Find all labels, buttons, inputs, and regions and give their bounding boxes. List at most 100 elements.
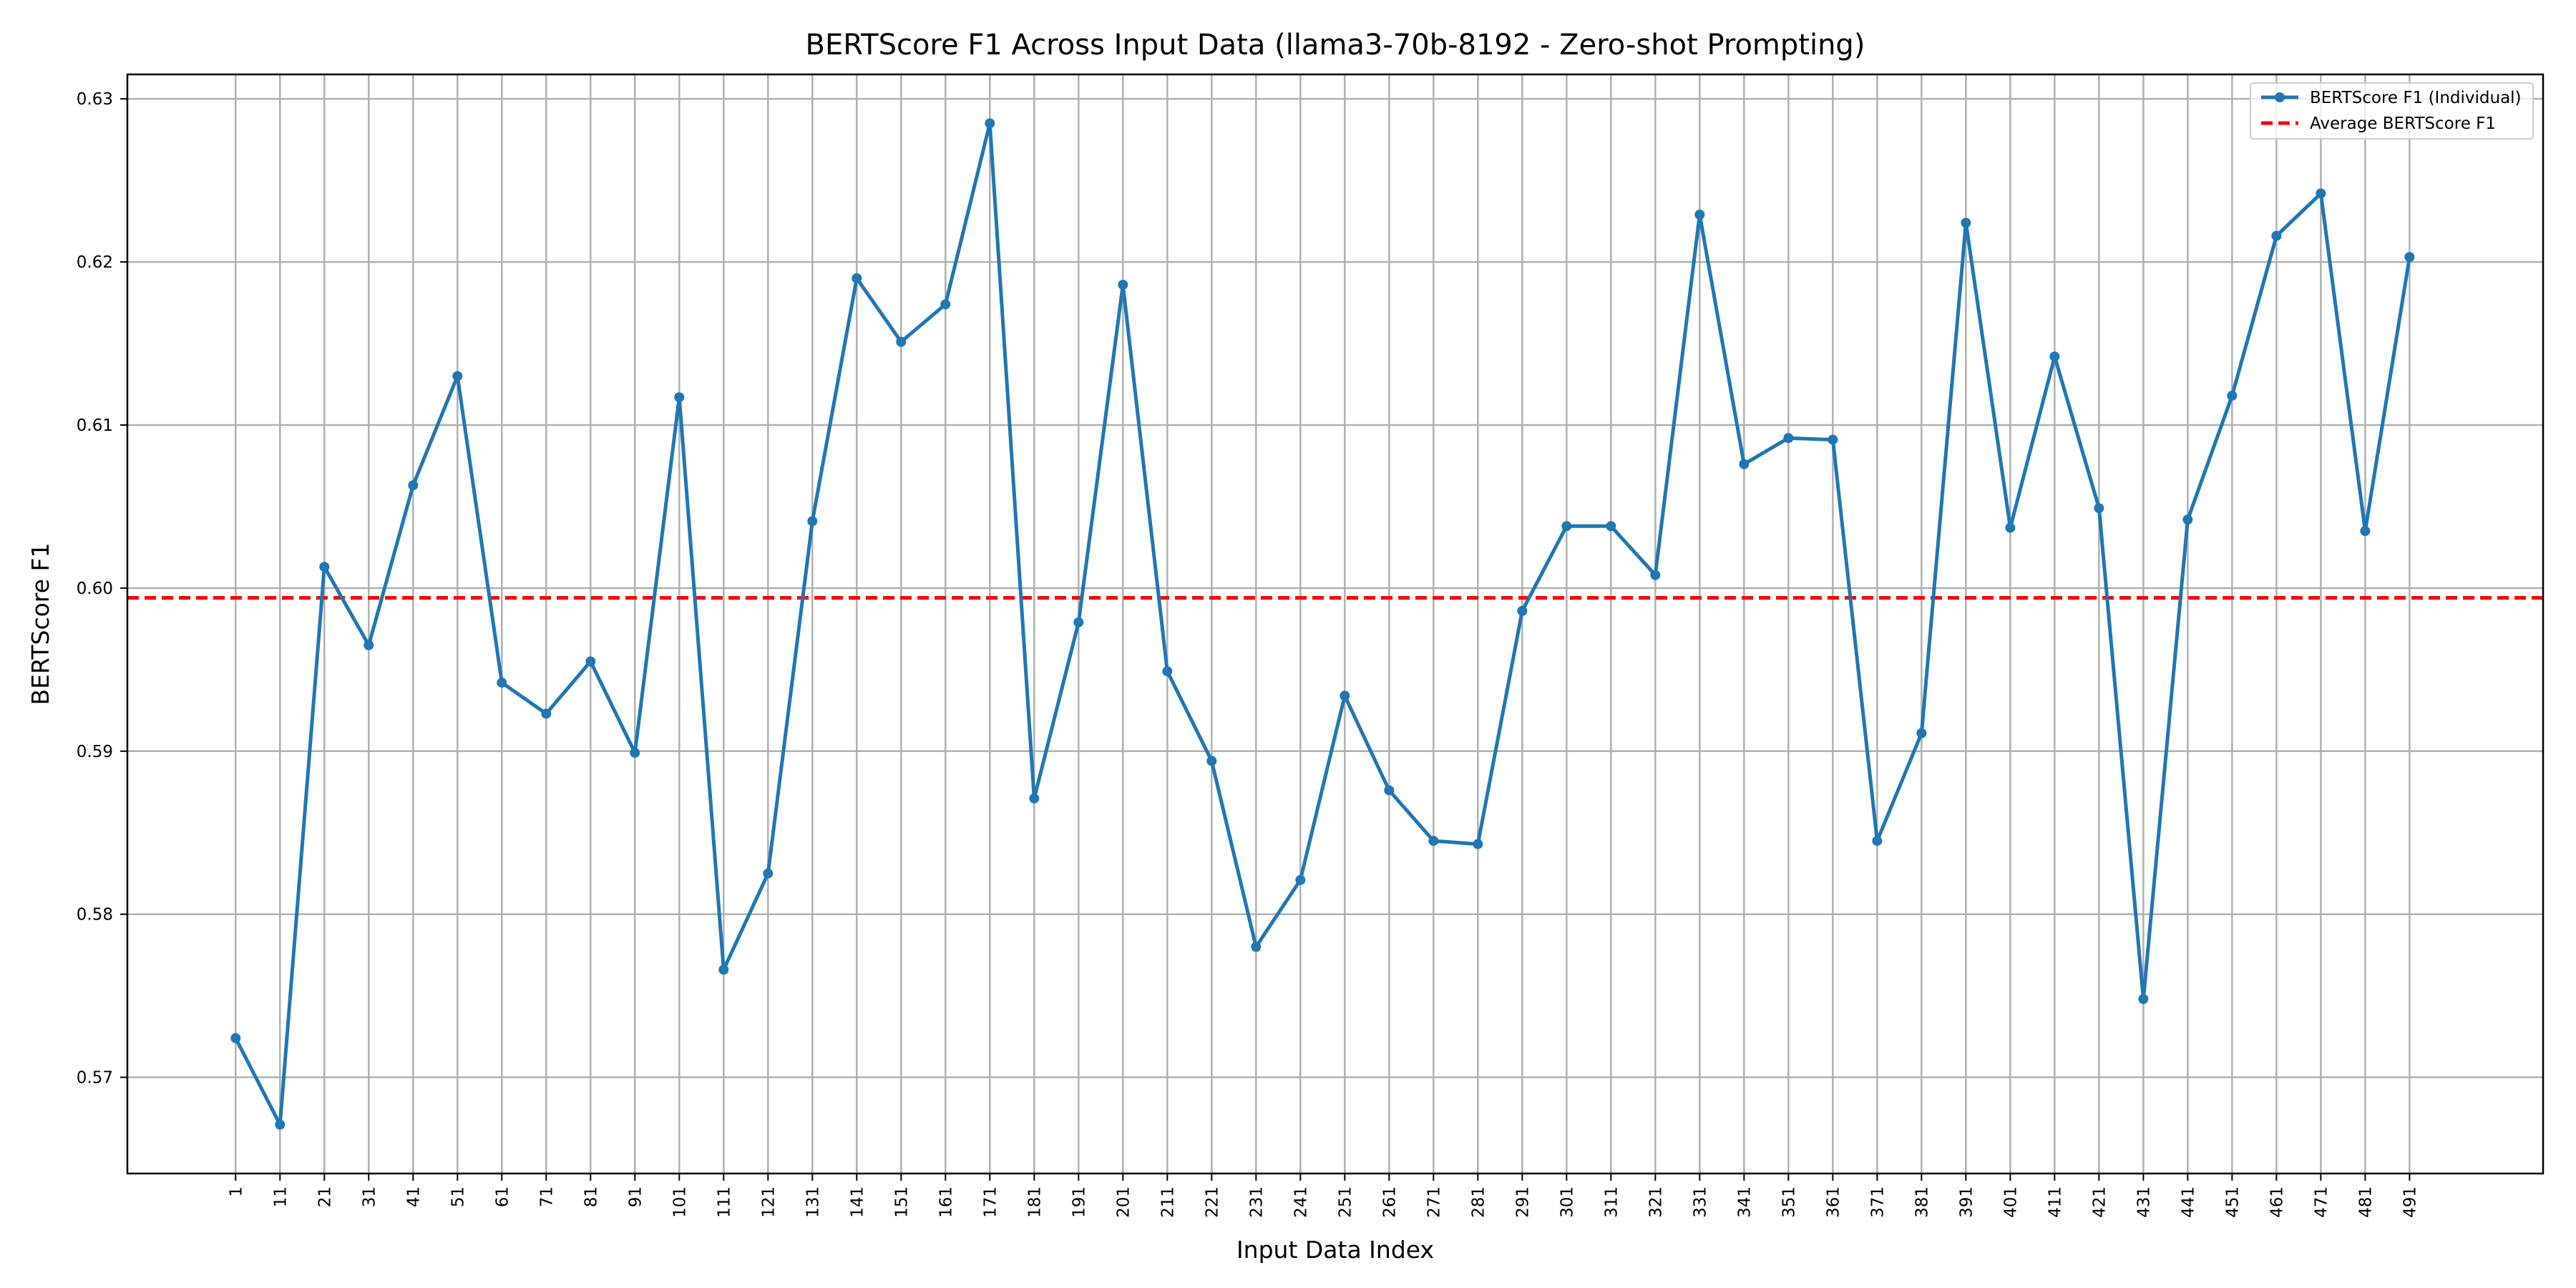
data-point (985, 118, 995, 129)
legend: BERTScore F1 (Individual) Average BERTSc… (2250, 82, 2534, 140)
x-tick-label: 151 (892, 1186, 911, 1218)
x-tick-label: 361 (1824, 1186, 1843, 1218)
x-tick-label: 291 (1513, 1186, 1532, 1218)
x-tick-label: 451 (2223, 1186, 2242, 1218)
x-tick-label: 31 (360, 1186, 379, 1207)
series-layer (230, 118, 2415, 1130)
x-tick-label: 61 (493, 1186, 512, 1207)
y-tick-label: 0.62 (77, 253, 113, 272)
data-point (1739, 459, 1750, 469)
data-point (896, 336, 907, 347)
x-tick-label: 431 (2135, 1186, 2153, 1218)
x-tick-label: 161 (937, 1186, 955, 1218)
x-tick-label: 241 (1292, 1186, 1310, 1218)
y-tick-label: 0.60 (77, 580, 113, 598)
data-point (1872, 836, 1883, 847)
data-point (763, 868, 774, 879)
plot-frame (126, 73, 2545, 1175)
data-point (940, 299, 951, 310)
x-tick-label: 121 (759, 1186, 778, 1218)
x-tick-label: 171 (981, 1186, 1000, 1218)
x-tick-label: 221 (1203, 1186, 1221, 1218)
x-tick-label: 261 (1380, 1186, 1399, 1218)
y-tick-label: 0.63 (77, 90, 113, 109)
x-tick-label: 301 (1558, 1186, 1576, 1218)
data-point (1118, 279, 1128, 290)
data-point (1340, 691, 1350, 701)
data-point (718, 965, 729, 975)
x-tick-label: 461 (2268, 1186, 2286, 1218)
data-point (2094, 503, 2104, 514)
data-point (585, 656, 596, 667)
x-tick-label: 181 (1025, 1186, 1044, 1218)
data-point (1384, 785, 1395, 796)
legend-box (2250, 82, 2534, 140)
x-tick-label: 351 (1780, 1186, 1798, 1218)
x-tick-label: 401 (2001, 1186, 2020, 1218)
data-point (2316, 188, 2326, 199)
x-tick-label: 371 (1868, 1186, 1887, 1218)
data-point (541, 708, 552, 719)
data-point (630, 748, 640, 758)
data-point (852, 273, 862, 283)
data-point (1428, 836, 1439, 847)
y-tick-label: 0.61 (77, 416, 113, 435)
data-point (1295, 874, 1306, 885)
data-point (1828, 434, 1838, 445)
data-point (497, 678, 507, 688)
x-tick-label: 101 (670, 1186, 689, 1218)
data-point (1694, 209, 1705, 220)
x-tick-label: 321 (1646, 1186, 1665, 1218)
y-axis-label: BERTScore F1 (26, 542, 54, 705)
x-tick-label: 271 (1425, 1186, 1443, 1218)
x-tick-label: 481 (2356, 1186, 2375, 1218)
data-point (1650, 570, 1661, 580)
data-point (2404, 252, 2415, 263)
x-tick-label: 381 (1913, 1186, 1931, 1218)
x-tick-label: 281 (1469, 1186, 1488, 1218)
data-point (1916, 728, 1927, 738)
x-tick-label: 311 (1602, 1186, 1621, 1218)
data-point (1251, 942, 1262, 952)
data-point (408, 480, 419, 491)
data-point (230, 1033, 241, 1043)
x-tick-label: 41 (404, 1186, 423, 1207)
x-tick-label: 81 (582, 1186, 600, 1207)
legend-label-average: Average BERTScore F1 (2310, 114, 2496, 133)
data-point (674, 392, 685, 403)
legend-label-individual: BERTScore F1 (Individual) (2310, 89, 2522, 107)
data-point (1073, 617, 1084, 628)
x-tick-label: 211 (1158, 1186, 1177, 1218)
x-axis-ticks: 1 11 21 31 41 51 61 71 81 91 101 111 121 131 141 151 161… (227, 1174, 2419, 1218)
data-point (1029, 793, 1040, 804)
x-tick-label: 231 (1247, 1186, 1266, 1218)
data-point (2005, 522, 2016, 533)
x-tick-label: 491 (2401, 1186, 2419, 1218)
x-tick-label: 111 (715, 1186, 733, 1218)
x-tick-label: 191 (1070, 1186, 1088, 1218)
x-tick-label: 331 (1691, 1186, 1709, 1218)
series-line-individual (234, 121, 2411, 1127)
data-point (2182, 514, 2193, 525)
x-tick-label: 441 (2179, 1186, 2197, 1218)
y-tick-label: 0.58 (77, 906, 113, 924)
data-point (319, 562, 330, 572)
data-point (1517, 605, 1528, 616)
x-tick-label: 1 (227, 1186, 245, 1197)
data-point (452, 371, 463, 381)
x-tick-label: 411 (2046, 1186, 2064, 1218)
x-tick-label: 471 (2312, 1186, 2331, 1218)
data-point (807, 516, 818, 527)
data-point (2138, 994, 2149, 1005)
y-axis-ticks: 0.57 0.58 0.59 0.60 0.61 0.62 0.63 (77, 90, 127, 1088)
data-point (2227, 390, 2238, 401)
x-tick-label: 201 (1114, 1186, 1133, 1218)
y-tick-label: 0.57 (77, 1069, 113, 1088)
x-axis-label: Input Data Index (1236, 1236, 1434, 1264)
x-tick-label: 131 (804, 1186, 822, 1218)
data-point (364, 640, 374, 650)
data-point (1561, 521, 1572, 532)
x-tick-label: 391 (1957, 1186, 1976, 1218)
